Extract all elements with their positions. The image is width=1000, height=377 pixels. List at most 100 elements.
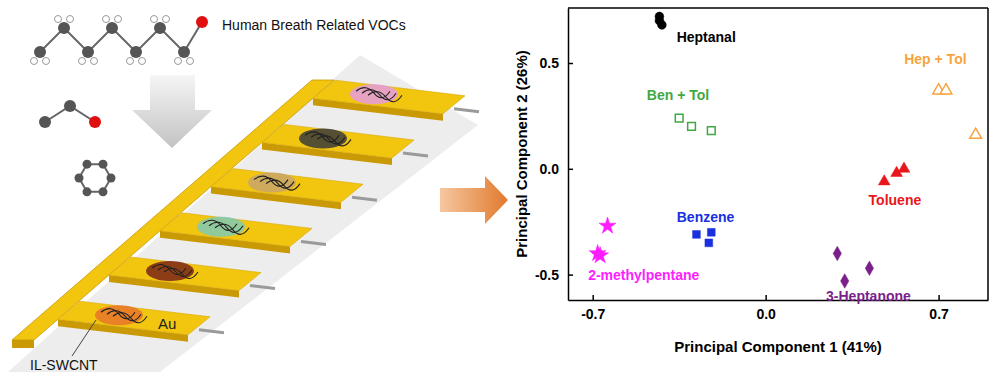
figure: Human Breath Related VOCsIL-SWCNTAu-0.70… xyxy=(0,0,1000,377)
nanotube xyxy=(266,180,300,190)
tick-mark xyxy=(568,169,573,171)
point xyxy=(833,246,841,260)
electrode xyxy=(313,80,479,121)
point xyxy=(599,217,616,233)
electrode-top xyxy=(58,301,210,335)
oxygen xyxy=(196,16,208,28)
flow-arrow xyxy=(132,75,212,148)
series-label: 2-methylpentane xyxy=(588,267,699,283)
point xyxy=(707,127,715,135)
tick-label: 0.5 xyxy=(540,55,560,71)
point xyxy=(865,261,873,275)
point xyxy=(675,114,683,122)
carbon xyxy=(58,22,70,34)
hydrogen xyxy=(139,58,146,65)
hydrogen xyxy=(127,58,134,65)
points xyxy=(589,12,981,288)
sensor-diagram: Human Breath Related VOCsIL-SWCNTAu xyxy=(8,16,479,374)
point xyxy=(705,239,713,247)
tick-mark xyxy=(568,63,573,65)
series xyxy=(675,114,715,134)
point xyxy=(658,21,667,30)
point xyxy=(898,162,910,172)
carbon xyxy=(83,187,92,196)
x-axis-title: Principal Component 1 (41%) xyxy=(674,338,882,355)
wire xyxy=(250,286,275,289)
electrode-top xyxy=(211,169,363,203)
nanotube xyxy=(164,268,198,278)
series-label: Toluene xyxy=(869,192,922,208)
hydrogen xyxy=(175,58,182,65)
substrate xyxy=(8,55,478,372)
axis-line xyxy=(569,300,989,302)
x-axis: -0.70.00.7 xyxy=(569,295,989,322)
scatter-chart: -0.70.00.7-0.50.00.5Principal Component … xyxy=(513,8,989,355)
series-label: Ben + Tol xyxy=(647,87,709,103)
carbon xyxy=(75,174,84,183)
nanotube xyxy=(260,178,294,188)
electrode xyxy=(160,213,326,254)
carbon xyxy=(82,46,94,58)
series-label: Benzene xyxy=(677,209,735,225)
tick: 0.0 xyxy=(756,295,776,322)
nanotube xyxy=(107,311,141,321)
hydrogen xyxy=(79,58,86,65)
carbon xyxy=(64,100,76,112)
nanotube xyxy=(311,134,345,144)
wire xyxy=(403,153,428,156)
carbon xyxy=(154,22,166,34)
point xyxy=(970,128,982,138)
electrode xyxy=(262,124,428,165)
tick-label: 0.7 xyxy=(929,306,949,322)
hydrogen xyxy=(163,16,170,23)
point xyxy=(592,247,609,263)
wire xyxy=(352,197,377,200)
series xyxy=(589,217,616,263)
electrode-label: Au xyxy=(158,315,176,332)
electrode-top xyxy=(262,124,414,158)
carbon xyxy=(107,174,116,183)
hydrogen xyxy=(91,58,98,65)
transition-arrow xyxy=(440,176,508,224)
hydrogen xyxy=(103,16,110,23)
tick-mark xyxy=(765,295,767,300)
frame-top xyxy=(568,7,988,9)
carbon xyxy=(34,46,46,58)
carbon xyxy=(39,116,51,128)
wire xyxy=(199,330,224,333)
hydrogen xyxy=(67,16,74,23)
material-label: IL-SWCNT xyxy=(30,357,98,373)
carbon xyxy=(130,46,142,58)
nanotube xyxy=(113,313,147,323)
nanotube xyxy=(158,266,192,276)
benzene-ring xyxy=(79,164,111,192)
hydrogen xyxy=(187,58,194,65)
bus-bar-side xyxy=(12,340,34,348)
tick: 0.0 xyxy=(540,161,573,177)
series xyxy=(655,12,666,29)
point xyxy=(940,84,952,94)
wire xyxy=(454,109,479,112)
point xyxy=(841,274,849,288)
tick: -0.5 xyxy=(535,267,573,283)
frame-right xyxy=(987,8,989,300)
point xyxy=(688,123,696,131)
axis-line xyxy=(568,9,570,301)
series xyxy=(878,162,910,185)
hydrogen xyxy=(151,16,158,23)
nanotube xyxy=(368,92,402,102)
cluster-labels: HeptanalBen + TolHep + TolTolueneBenzene… xyxy=(588,29,966,304)
leader-line xyxy=(72,320,96,356)
hydrogen xyxy=(31,58,38,65)
nanotube xyxy=(215,224,249,234)
carbon xyxy=(178,46,190,58)
carbon xyxy=(99,187,108,196)
tick: 0.7 xyxy=(929,295,949,322)
tick-label: 0.0 xyxy=(540,161,560,177)
carbon xyxy=(83,160,92,169)
electrode xyxy=(109,257,275,298)
series xyxy=(933,84,982,139)
tick: 0.5 xyxy=(540,55,573,71)
carbon xyxy=(99,160,108,169)
hydrogen xyxy=(115,16,122,23)
